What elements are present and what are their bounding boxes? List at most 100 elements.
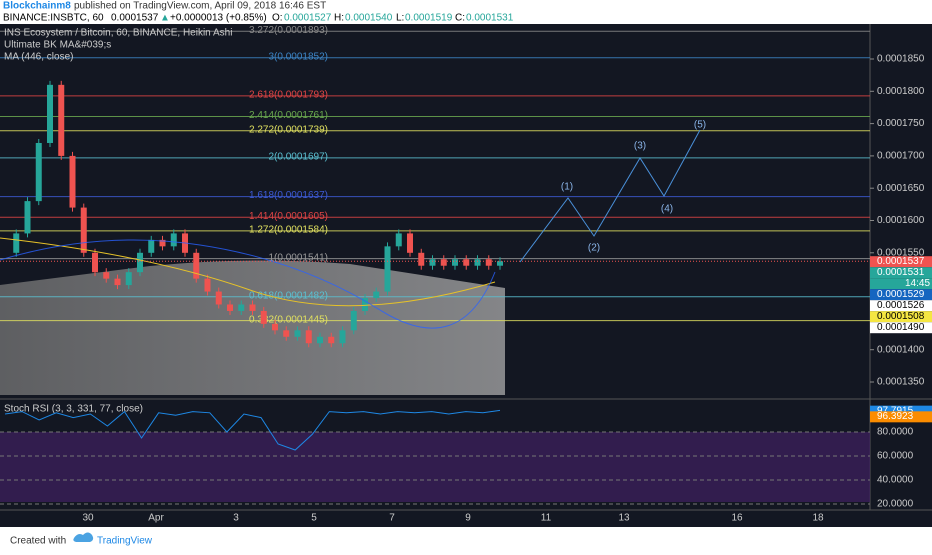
price-badge-label: 0.0001508 [877,311,925,322]
footer-bg [0,527,932,550]
c-label: C: [455,13,465,24]
candle [92,252,98,273]
price-tick-label: 0.0001550 [877,247,925,258]
rsi-badge-label: 96.3923 [877,411,914,422]
fib-label: 0.382(0.0001445) [249,314,328,325]
candle [373,291,380,299]
price-badge-label: 0.0001526 [877,300,925,311]
time-tick-label: 3 [233,513,239,524]
price-badge-label: 0.0001490 [877,322,925,333]
wave-path [519,129,701,263]
candle [339,330,346,344]
candle [452,259,458,266]
candle [47,84,53,143]
candle [440,259,447,266]
rsi-line [4,409,501,451]
candle [395,233,402,247]
candle [227,304,233,311]
candle [13,233,20,253]
price-tick-label: 0.0001350 [877,377,925,388]
rsi-badge [870,411,932,423]
candle [159,239,166,247]
legend-entry: INS Ecosystem / Bitcoin, 60, BINANCE, He… [4,28,232,39]
fib-label: 2(0.0001697) [269,151,329,162]
l-label: L: [396,13,404,24]
candle [407,233,413,253]
countdown: 14:45 [905,278,930,289]
price-badge-label: 0.0001531 [877,267,925,278]
legend-entry: MA (446, close) [4,52,73,63]
candle [24,201,31,234]
price-badge [870,300,932,312]
price-badge [870,289,932,301]
candle [294,330,301,337]
candle [485,259,492,266]
candle [80,207,87,253]
l: 0.0001519 [405,13,453,24]
h-label: H: [334,13,344,24]
up-arrow: ▲ [160,13,170,24]
candle [350,310,357,331]
candle [114,278,121,286]
fib-label: 2.414(0.0001761) [249,110,328,121]
price-badge [870,256,932,268]
c: 0.0001531 [466,13,514,24]
candle [362,298,368,311]
rsi-tick-label: 60.0000 [877,451,914,462]
brand[interactable]: TradingView [97,536,153,547]
candle [125,272,132,286]
price-badge [870,267,932,279]
candle [497,261,503,266]
price-tick-label: 0.0001750 [877,118,925,129]
time-tick-label: Apr [148,513,164,524]
fib-label: 2.618(0.0001793) [249,89,328,100]
created-with: Created with [10,536,66,547]
candle [260,310,267,324]
candle [170,233,177,247]
o-label: O: [272,13,283,24]
fib-label: 1.414(0.0001605) [249,211,328,222]
price-tick-label: 0.0001400 [877,344,925,355]
candle [204,278,211,292]
rsi-label: Stoch RSI (3, 3, 331, 77, close) [4,404,143,415]
wave-label: (1) [561,182,573,193]
time-tick-label: 5 [311,513,317,524]
time-tick-label: 18 [812,513,824,524]
candle [249,304,256,311]
fib-label: 1(0.0001541) [269,252,329,263]
rsi-tick-label: 80.0000 [877,427,914,438]
fib-label: 1.618(0.0001637) [249,190,328,201]
wave-label: (5) [694,120,706,131]
legend-entry: Ultimate BK MA&#039;s [4,40,111,51]
time-tick-label: 16 [731,513,743,524]
time-tick-label: 13 [618,513,630,524]
o: 0.0001527 [284,13,332,24]
candle [69,155,76,208]
rsi-badge [870,405,932,417]
header-bg [0,0,932,24]
price-tick-label: 0.0001700 [877,151,925,162]
time-tick-label: 7 [389,513,395,524]
price-badge [870,322,932,334]
candle [58,84,65,156]
time-tick-label: 11 [541,513,552,524]
candle [193,252,200,279]
fib-label: 2.272(0.0001739) [249,124,328,135]
rsi-badge-label: 97.7915 [877,405,914,416]
candle [148,239,155,253]
h: 0.0001540 [345,13,393,24]
wave-label: (2) [588,243,600,254]
candle [215,291,222,305]
candle [35,142,42,202]
rsi-band [0,432,870,502]
header: Blockchainm8 published on TradingView.co… [3,1,514,24]
author: Blockchainm8 [3,1,71,12]
candle [429,259,436,266]
fib-label: 1.272(0.0001584) [249,224,328,235]
wave-label: (3) [634,141,646,152]
countdown-bg [870,278,932,290]
published: published on TradingView.com, April 09, … [74,1,326,12]
candle [384,246,391,292]
symbol: BINANCE:INSBTC, 60 [3,13,104,24]
